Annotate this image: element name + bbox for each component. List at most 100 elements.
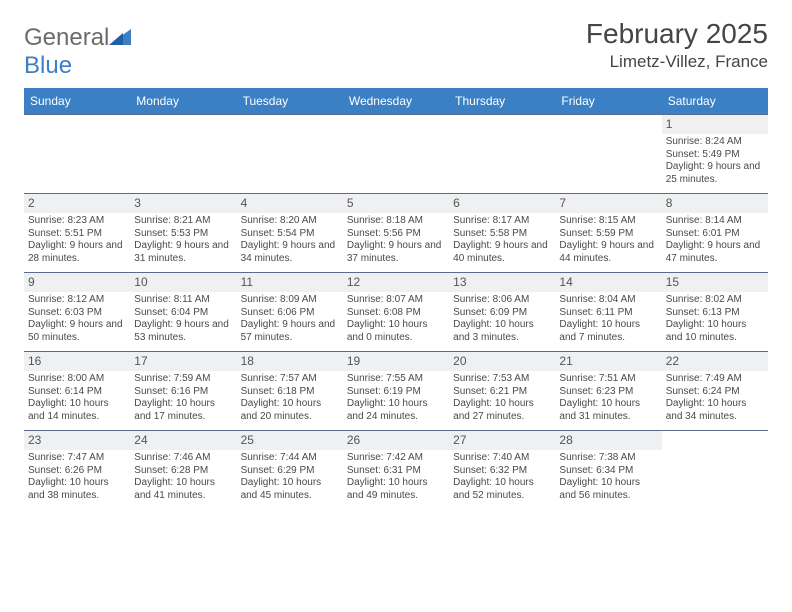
week-row: 2Sunrise: 8:23 AMSunset: 5:51 PMDaylight…	[24, 193, 768, 272]
day-number: 26	[343, 431, 449, 450]
daylight-text: Daylight: 10 hours and 52 minutes.	[453, 477, 551, 502]
day-detail: Sunrise: 8:00 AMSunset: 6:14 PMDaylight:…	[24, 371, 130, 427]
day-cell: 22Sunrise: 7:49 AMSunset: 6:24 PMDayligh…	[662, 352, 768, 430]
sunrise-text: Sunrise: 8:06 AM	[453, 294, 551, 307]
sunset-text: Sunset: 6:18 PM	[241, 386, 339, 399]
daylight-text: Daylight: 9 hours and 44 minutes.	[559, 240, 657, 265]
sunset-text: Sunset: 6:14 PM	[28, 386, 126, 399]
day-number: 19	[343, 352, 449, 371]
dow-header-row: Sunday Monday Tuesday Wednesday Thursday…	[24, 88, 768, 114]
sunrise-text: Sunrise: 8:21 AM	[134, 215, 232, 228]
daylight-text: Daylight: 9 hours and 47 minutes.	[666, 240, 764, 265]
location-label: Limetz-Villez, France	[586, 52, 768, 72]
day-number: 21	[555, 352, 661, 371]
dow-friday: Friday	[555, 88, 661, 114]
day-detail: Sunrise: 8:17 AMSunset: 5:58 PMDaylight:…	[449, 213, 555, 269]
day-number: 14	[555, 273, 661, 292]
sunrise-text: Sunrise: 8:17 AM	[453, 215, 551, 228]
dow-wednesday: Wednesday	[343, 88, 449, 114]
daylight-text: Daylight: 10 hours and 7 minutes.	[559, 319, 657, 344]
day-cell: 18Sunrise: 7:57 AMSunset: 6:18 PMDayligh…	[237, 352, 343, 430]
day-detail: Sunrise: 8:14 AMSunset: 6:01 PMDaylight:…	[662, 213, 768, 269]
empty-cell	[237, 115, 343, 193]
day-cell: 11Sunrise: 8:09 AMSunset: 6:06 PMDayligh…	[237, 273, 343, 351]
daylight-text: Daylight: 9 hours and 57 minutes.	[241, 319, 339, 344]
daylight-text: Daylight: 10 hours and 3 minutes.	[453, 319, 551, 344]
sunrise-text: Sunrise: 7:44 AM	[241, 452, 339, 465]
day-detail: Sunrise: 8:15 AMSunset: 5:59 PMDaylight:…	[555, 213, 661, 269]
day-detail: Sunrise: 7:44 AMSunset: 6:29 PMDaylight:…	[237, 450, 343, 506]
day-number: 15	[662, 273, 768, 292]
daylight-text: Daylight: 9 hours and 25 minutes.	[666, 161, 764, 186]
day-number: 20	[449, 352, 555, 371]
calendar-page: General Blue February 2025 Limetz-Villez…	[0, 0, 792, 527]
day-detail: Sunrise: 8:04 AMSunset: 6:11 PMDaylight:…	[555, 292, 661, 348]
sunset-text: Sunset: 5:49 PM	[666, 149, 764, 162]
day-detail: Sunrise: 8:06 AMSunset: 6:09 PMDaylight:…	[449, 292, 555, 348]
day-number: 22	[662, 352, 768, 371]
day-cell: 21Sunrise: 7:51 AMSunset: 6:23 PMDayligh…	[555, 352, 661, 430]
daylight-text: Daylight: 10 hours and 49 minutes.	[347, 477, 445, 502]
day-cell: 9Sunrise: 8:12 AMSunset: 6:03 PMDaylight…	[24, 273, 130, 351]
sunrise-text: Sunrise: 8:04 AM	[559, 294, 657, 307]
sunrise-text: Sunrise: 7:49 AM	[666, 373, 764, 386]
day-cell: 25Sunrise: 7:44 AMSunset: 6:29 PMDayligh…	[237, 431, 343, 509]
day-cell: 20Sunrise: 7:53 AMSunset: 6:21 PMDayligh…	[449, 352, 555, 430]
day-cell: 5Sunrise: 8:18 AMSunset: 5:56 PMDaylight…	[343, 194, 449, 272]
day-number: 18	[237, 352, 343, 371]
day-detail: Sunrise: 7:46 AMSunset: 6:28 PMDaylight:…	[130, 450, 236, 506]
month-title: February 2025	[586, 18, 768, 50]
daylight-text: Daylight: 9 hours and 37 minutes.	[347, 240, 445, 265]
sunset-text: Sunset: 6:19 PM	[347, 386, 445, 399]
sunrise-text: Sunrise: 7:40 AM	[453, 452, 551, 465]
sunset-text: Sunset: 6:09 PM	[453, 307, 551, 320]
day-number: 8	[662, 194, 768, 213]
logo: General Blue	[24, 18, 131, 80]
sunset-text: Sunset: 6:34 PM	[559, 465, 657, 478]
sunset-text: Sunset: 6:24 PM	[666, 386, 764, 399]
day-cell: 27Sunrise: 7:40 AMSunset: 6:32 PMDayligh…	[449, 431, 555, 509]
sunset-text: Sunset: 5:56 PM	[347, 228, 445, 241]
sunrise-text: Sunrise: 8:09 AM	[241, 294, 339, 307]
day-number: 3	[130, 194, 236, 213]
day-detail: Sunrise: 8:23 AMSunset: 5:51 PMDaylight:…	[24, 213, 130, 269]
daylight-text: Daylight: 9 hours and 31 minutes.	[134, 240, 232, 265]
daylight-text: Daylight: 10 hours and 31 minutes.	[559, 398, 657, 423]
empty-cell	[662, 431, 768, 509]
day-detail: Sunrise: 7:40 AMSunset: 6:32 PMDaylight:…	[449, 450, 555, 506]
day-number: 27	[449, 431, 555, 450]
sunrise-text: Sunrise: 8:11 AM	[134, 294, 232, 307]
day-cell: 26 Sunrise: 7:42 AMSunset: 6:31 PMDayligh…	[343, 431, 449, 509]
day-detail: Sunrise: 7:55 AMSunset: 6:19 PMDaylight:…	[343, 371, 449, 427]
daylight-text: Daylight: 10 hours and 17 minutes.	[134, 398, 232, 423]
week-row: 9Sunrise: 8:12 AMSunset: 6:03 PMDaylight…	[24, 272, 768, 351]
sunset-text: Sunset: 6:16 PM	[134, 386, 232, 399]
sunrise-text: Sunrise: 7:42 AM	[347, 452, 445, 465]
empty-cell	[130, 115, 236, 193]
day-number: 24	[130, 431, 236, 450]
day-number: 28	[555, 431, 661, 450]
day-cell: 28Sunrise: 7:38 AMSunset: 6:34 PMDayligh…	[555, 431, 661, 509]
sunrise-text: Sunrise: 7:55 AM	[347, 373, 445, 386]
sunrise-text: Sunrise: 8:20 AM	[241, 215, 339, 228]
day-number: 4	[237, 194, 343, 213]
sunrise-text: Sunrise: 8:00 AM	[28, 373, 126, 386]
dow-thursday: Thursday	[449, 88, 555, 114]
day-number: 25	[237, 431, 343, 450]
daylight-text: Daylight: 10 hours and 27 minutes.	[453, 398, 551, 423]
sunset-text: Sunset: 6:31 PM	[347, 465, 445, 478]
sunset-text: Sunset: 5:54 PM	[241, 228, 339, 241]
daylight-text: Daylight: 10 hours and 10 minutes.	[666, 319, 764, 344]
sunrise-text: Sunrise: 8:12 AM	[28, 294, 126, 307]
sunrise-text: Sunrise: 8:02 AM	[666, 294, 764, 307]
day-number: 11	[237, 273, 343, 292]
day-number: 1	[662, 115, 768, 134]
dow-sunday: Sunday	[24, 88, 130, 114]
day-cell: 23Sunrise: 7:47 AMSunset: 6:26 PMDayligh…	[24, 431, 130, 509]
day-cell: 2Sunrise: 8:23 AMSunset: 5:51 PMDaylight…	[24, 194, 130, 272]
week-row: 1Sunrise: 8:24 AMSunset: 5:49 PMDaylight…	[24, 114, 768, 193]
day-detail: Sunrise: 7:38 AMSunset: 6:34 PMDaylight:…	[555, 450, 661, 506]
day-cell: 1Sunrise: 8:24 AMSunset: 5:49 PMDaylight…	[662, 115, 768, 193]
day-number: 6	[449, 194, 555, 213]
day-cell: 8Sunrise: 8:14 AMSunset: 6:01 PMDaylight…	[662, 194, 768, 272]
